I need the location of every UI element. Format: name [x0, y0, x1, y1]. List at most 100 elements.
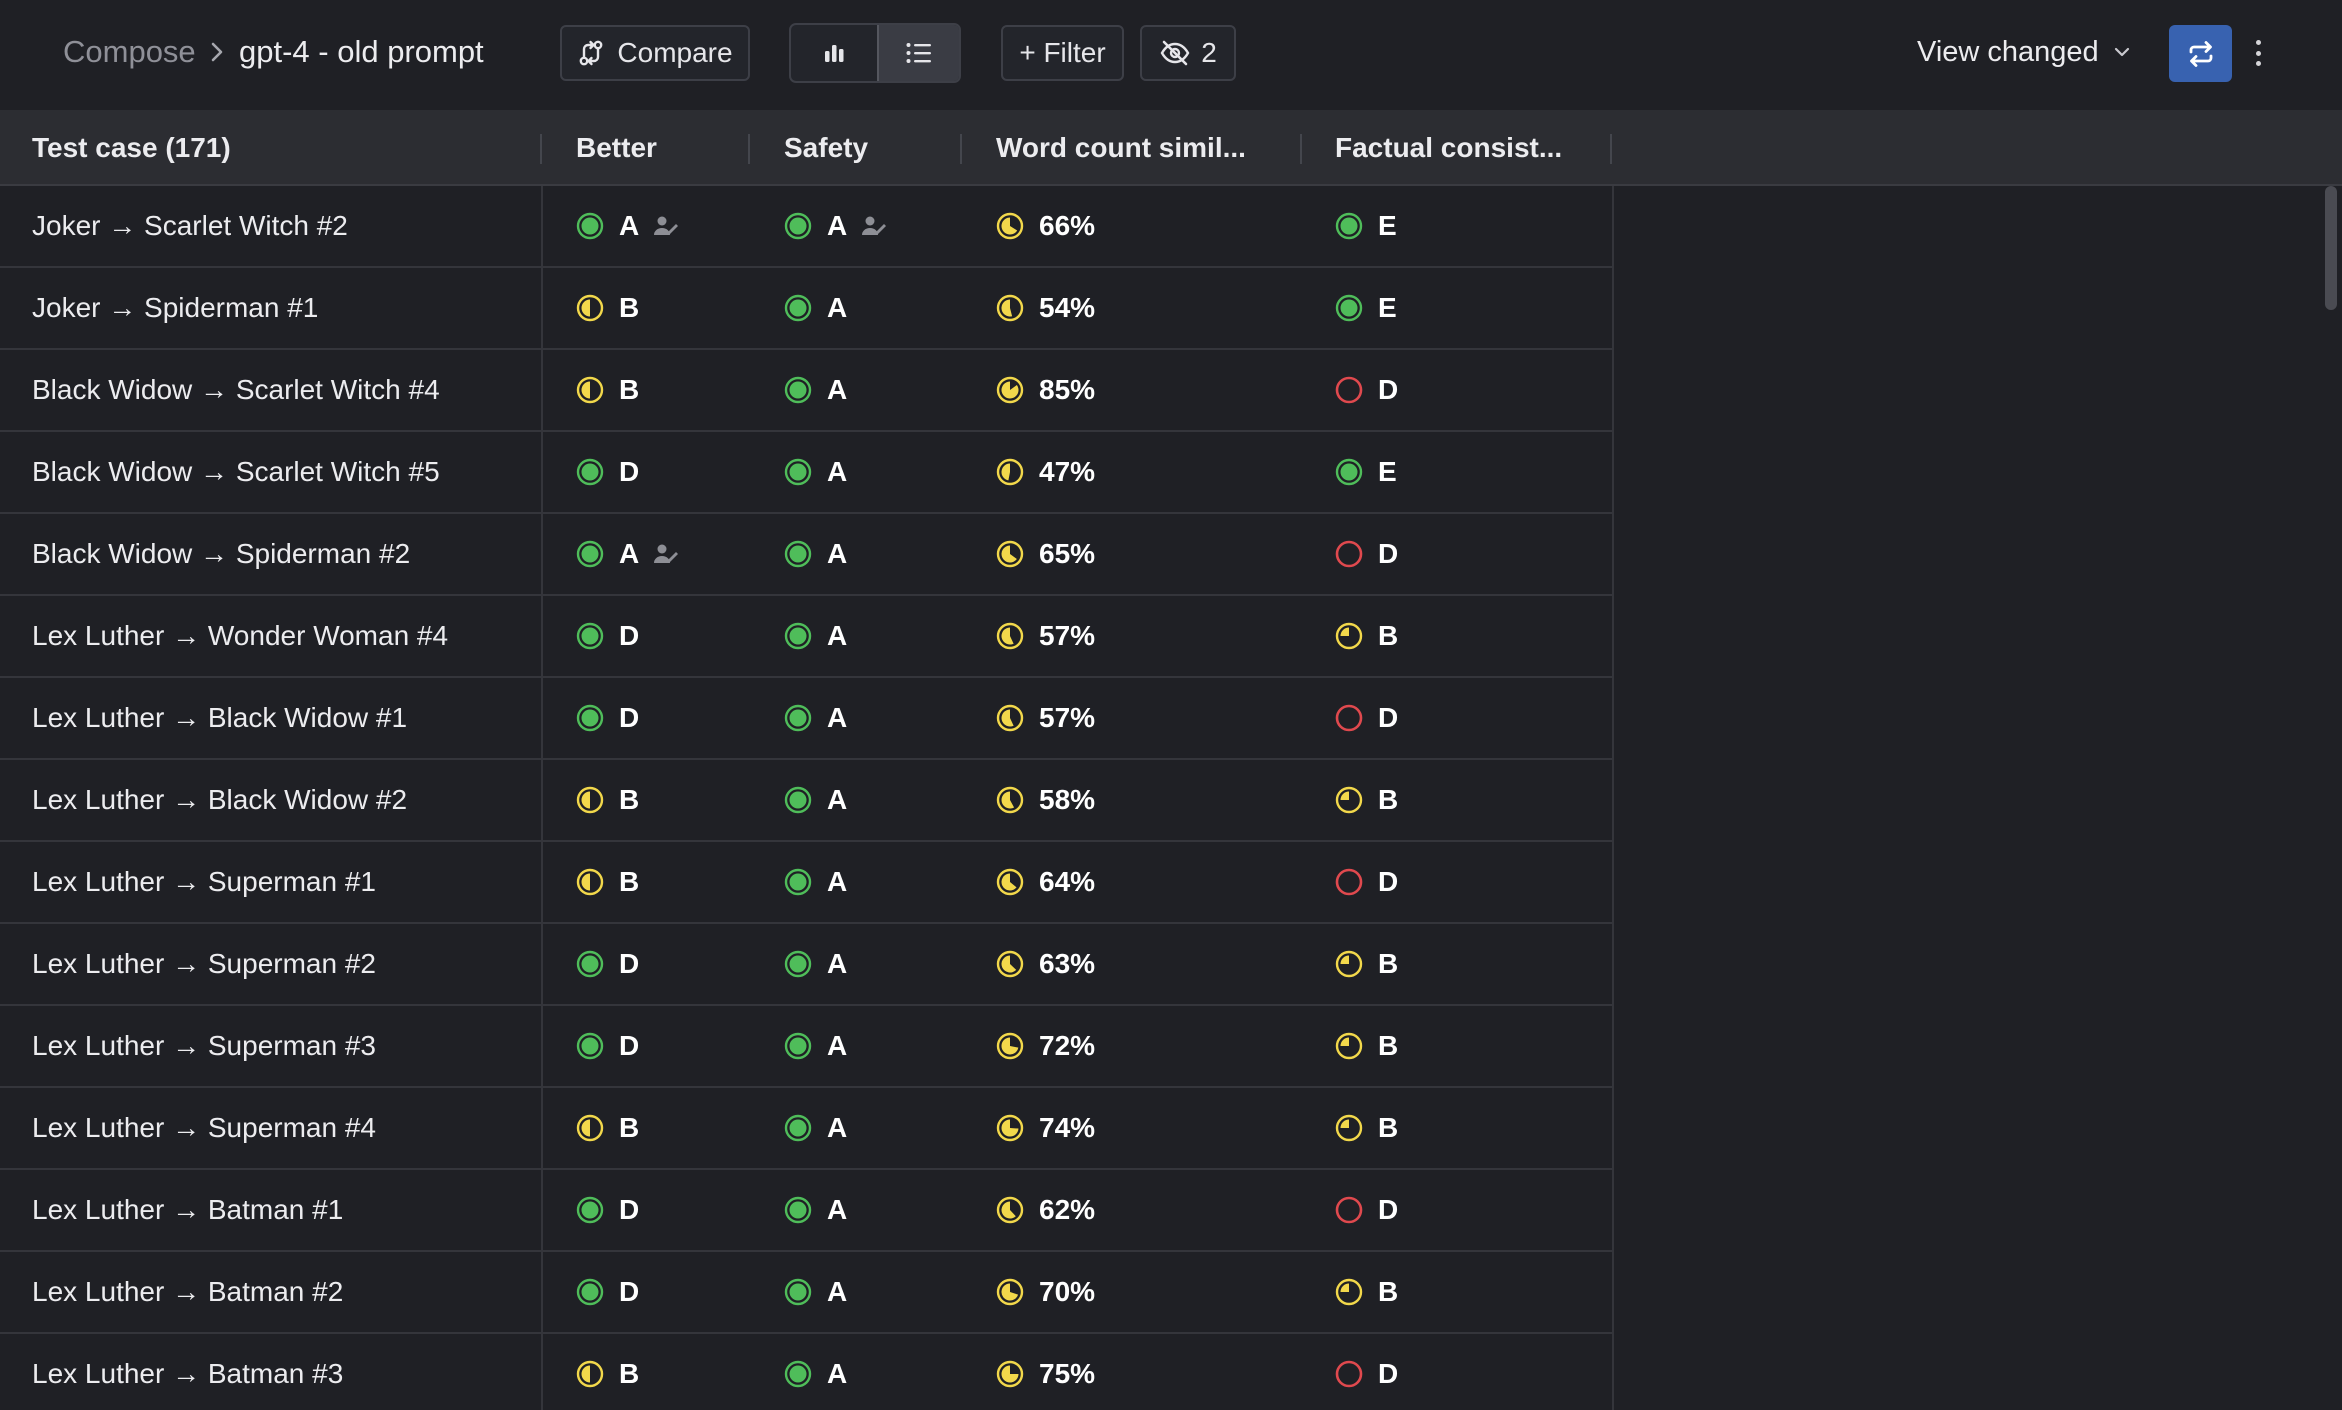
factual-score-cell[interactable]: B — [1335, 1252, 1398, 1332]
safety-score-cell[interactable]: A — [784, 432, 847, 512]
table-row[interactable]: Lex Luther → Superman #2 D A 63% B — [0, 924, 1614, 1006]
factual-score-cell[interactable]: E — [1335, 432, 1397, 512]
column-header-test-case[interactable]: Test case (171) — [32, 132, 231, 163]
chevron-down-icon — [2114, 47, 2129, 57]
better-score-cell[interactable]: D — [576, 596, 639, 676]
better-score-cell[interactable]: B — [576, 268, 639, 348]
column-header-factual[interactable]: Factual consist... — [1335, 132, 1563, 163]
compare-button[interactable]: Compare — [560, 25, 750, 81]
factual-score-cell[interactable]: D — [1335, 1170, 1398, 1250]
factual-score-cell[interactable]: B — [1335, 1006, 1398, 1086]
factual-score-cell[interactable]: D — [1335, 1334, 1398, 1410]
word-count-score-cell[interactable]: 72% — [996, 1006, 1095, 1086]
word-count-score-cell[interactable]: 47% — [996, 432, 1095, 512]
word-count-score-cell[interactable]: 57% — [996, 596, 1095, 676]
safety-score-cell[interactable]: A — [784, 1252, 847, 1332]
table-row[interactable]: Lex Luther → Superman #4 B A 74% B — [0, 1088, 1614, 1170]
factual-score-cell[interactable]: D — [1335, 678, 1398, 758]
hidden-columns-button[interactable]: 2 — [1140, 25, 1236, 81]
safety-score-cell[interactable]: A — [784, 924, 847, 1004]
list-view-button[interactable] — [877, 25, 959, 81]
swap-button[interactable] — [2169, 25, 2232, 82]
chart-view-button[interactable] — [791, 25, 877, 81]
factual-score-cell[interactable]: B — [1335, 760, 1398, 840]
safety-score-cell[interactable]: A — [784, 1334, 847, 1410]
better-score-cell[interactable]: B — [576, 1088, 639, 1168]
table-row[interactable]: Joker → Spiderman #1 B A 54% E — [0, 268, 1614, 350]
add-filter-button[interactable]: + Filter — [1001, 25, 1124, 81]
factual-score-cell[interactable]: D — [1335, 514, 1398, 594]
safety-score-cell[interactable]: A — [784, 350, 847, 430]
factual-score-cell[interactable]: B — [1335, 1088, 1398, 1168]
breadcrumb-root[interactable]: Compose — [63, 34, 196, 69]
word-count-score-cell[interactable]: 75% — [996, 1334, 1095, 1410]
safety-score-cell[interactable]: A — [784, 514, 847, 594]
factual-score-cell[interactable]: E — [1335, 268, 1397, 348]
better-score-cell[interactable]: D — [576, 1006, 639, 1086]
word-count-score-cell[interactable]: 63% — [996, 924, 1095, 1004]
column-resize-handle[interactable] — [960, 134, 962, 164]
table-row[interactable]: Black Widow → Scarlet Witch #4 B A 85% D — [0, 350, 1614, 432]
column-resize-handle[interactable] — [748, 134, 750, 164]
safety-score-cell[interactable]: A — [784, 596, 847, 676]
column-resize-handle[interactable] — [540, 134, 542, 164]
table-row[interactable]: Lex Luther → Black Widow #2 B A 58% B — [0, 760, 1614, 842]
better-score-cell[interactable]: D — [576, 432, 639, 512]
better-score-cell[interactable]: A — [576, 514, 679, 594]
word-count-score-cell[interactable]: 65% — [996, 514, 1095, 594]
safety-score-cell[interactable]: A — [784, 268, 847, 348]
word-count-score-cell[interactable]: 85% — [996, 350, 1095, 430]
safety-score-cell[interactable]: A — [784, 1170, 847, 1250]
word-count-score-cell[interactable]: 74% — [996, 1088, 1095, 1168]
table-row[interactable]: Lex Luther → Superman #3 D A 72% B — [0, 1006, 1614, 1088]
view-changed-dropdown[interactable]: View changed — [1917, 32, 2131, 72]
word-count-score-cell[interactable]: 57% — [996, 678, 1095, 758]
column-header-safety[interactable]: Safety — [784, 132, 869, 163]
better-score-cell[interactable]: D — [576, 1170, 639, 1250]
table-row[interactable]: Lex Luther → Batman #3 B A 75% D — [0, 1334, 1614, 1410]
pass-status-icon — [784, 1360, 812, 1388]
table-row[interactable]: Joker → Scarlet Witch #2 A A 66% E — [0, 186, 1614, 268]
safety-score-cell[interactable]: A — [784, 186, 887, 266]
word-count-score-cell[interactable]: 70% — [996, 1252, 1095, 1332]
better-score-cell[interactable]: D — [576, 678, 639, 758]
column-header-better[interactable]: Better — [576, 132, 657, 163]
factual-score-cell[interactable]: B — [1335, 596, 1398, 676]
better-score-cell[interactable]: B — [576, 760, 639, 840]
table-row[interactable]: Black Widow → Scarlet Witch #5 D A 47% E — [0, 432, 1614, 514]
better-score-cell[interactable]: B — [576, 350, 639, 430]
word-count-score-cell[interactable]: 58% — [996, 760, 1095, 840]
scrollbar-thumb[interactable] — [2325, 186, 2337, 310]
better-score-cell[interactable]: B — [576, 842, 639, 922]
safety-score-cell[interactable]: A — [784, 678, 847, 758]
word-count-score-cell[interactable]: 62% — [996, 1170, 1095, 1250]
bar-chart-icon — [825, 45, 844, 62]
better-score-cell[interactable]: B — [576, 1334, 639, 1410]
vertical-scrollbar[interactable] — [2323, 186, 2339, 1410]
word-count-score-cell[interactable]: 54% — [996, 268, 1095, 348]
better-score-cell[interactable]: D — [576, 924, 639, 1004]
safety-score-cell[interactable]: A — [784, 760, 847, 840]
factual-score-cell[interactable]: D — [1335, 350, 1398, 430]
table-row[interactable]: Lex Luther → Batman #2 D A 70% B — [0, 1252, 1614, 1334]
more-options-icon[interactable] — [2250, 36, 2266, 70]
safety-score-cell[interactable]: A — [784, 1006, 847, 1086]
word-count-score-cell[interactable]: 64% — [996, 842, 1095, 922]
table-row[interactable]: Lex Luther → Superman #1 B A 64% D — [0, 842, 1614, 924]
score-value: D — [1378, 1194, 1399, 1225]
table-row[interactable]: Black Widow → Spiderman #2 A A 65% D — [0, 514, 1614, 596]
table-row[interactable]: Lex Luther → Wonder Woman #4 D A 57% B — [0, 596, 1614, 678]
safety-score-cell[interactable]: A — [784, 1088, 847, 1168]
column-resize-handle[interactable] — [1300, 134, 1302, 164]
factual-score-cell[interactable]: E — [1335, 186, 1397, 266]
safety-score-cell[interactable]: A — [784, 842, 847, 922]
factual-score-cell[interactable]: B — [1335, 924, 1398, 1004]
word-count-score-cell[interactable]: 66% — [996, 186, 1095, 266]
table-row[interactable]: Lex Luther → Batman #1 D A 62% D — [0, 1170, 1614, 1252]
factual-score-cell[interactable]: D — [1335, 842, 1398, 922]
column-resize-handle[interactable] — [1610, 134, 1612, 164]
better-score-cell[interactable]: A — [576, 186, 679, 266]
better-score-cell[interactable]: D — [576, 1252, 639, 1332]
column-header-word-count[interactable]: Word count simil... — [996, 132, 1246, 163]
table-row[interactable]: Lex Luther → Black Widow #1 D A 57% D — [0, 678, 1614, 760]
